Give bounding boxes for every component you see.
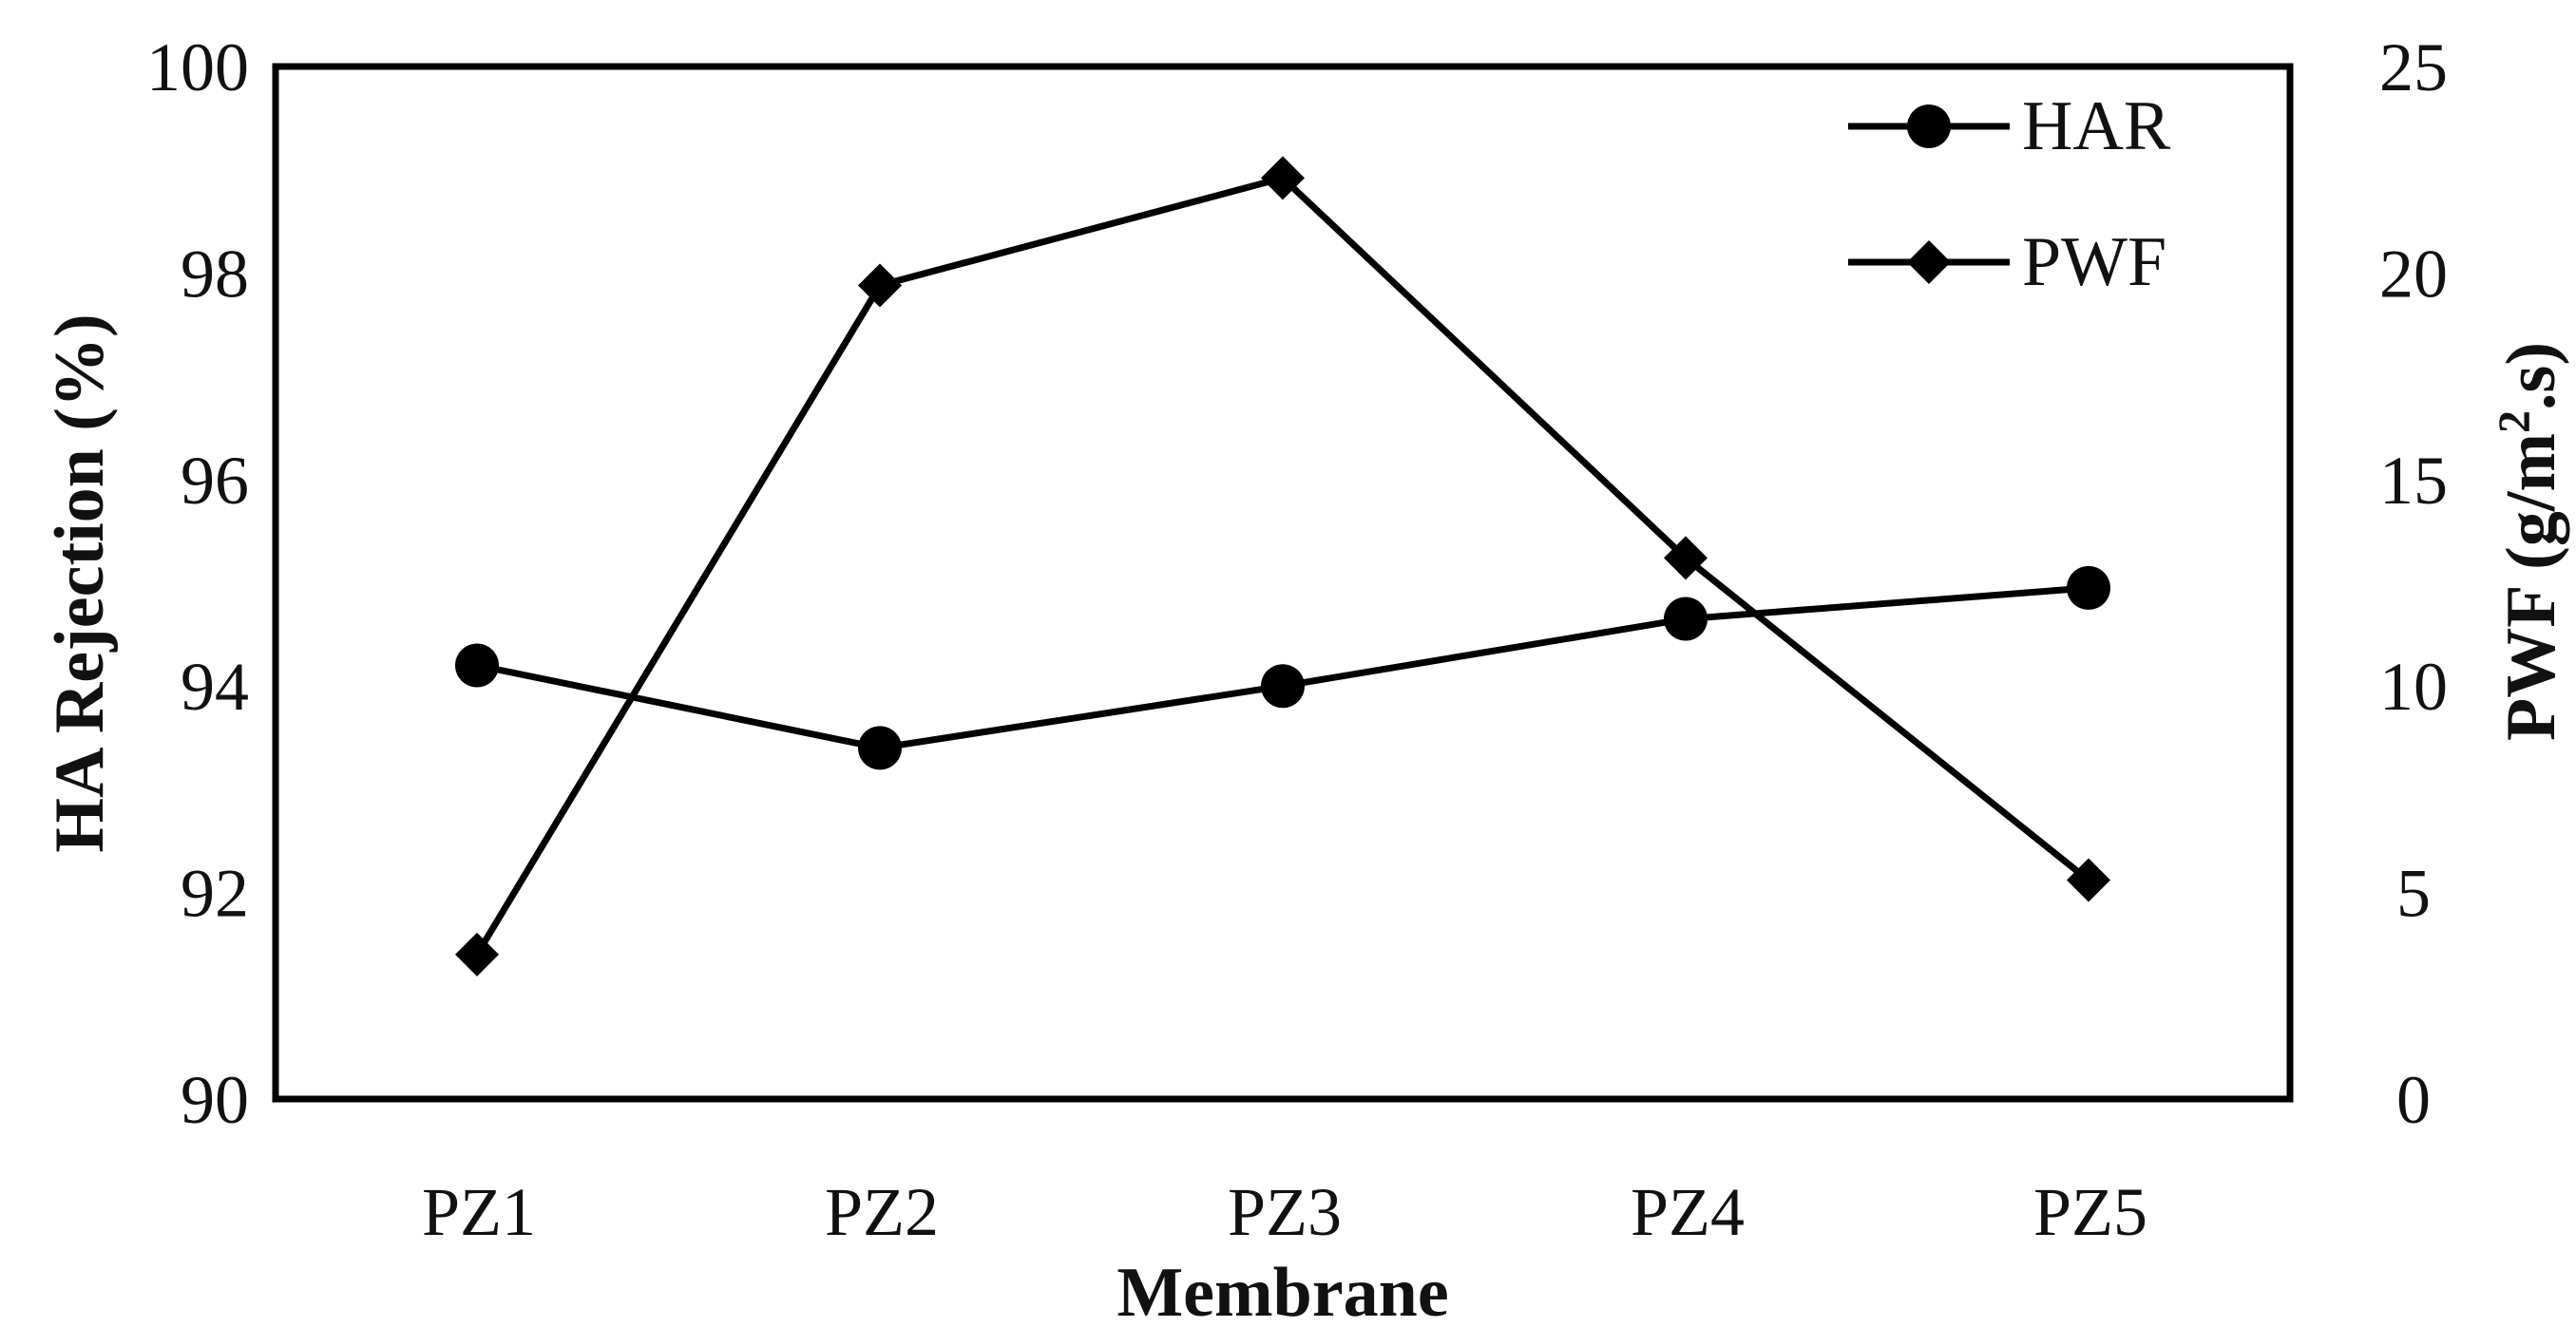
right-tick-label: 10 xyxy=(2379,649,2448,725)
right-axis-title-base: PWF (g/m xyxy=(2492,433,2570,741)
left-tick-label: 92 xyxy=(181,856,249,932)
x-axis-ticks: PZ1 PZ2 PZ3 PZ4 PZ5 xyxy=(422,1174,2147,1250)
right-tick-label: 15 xyxy=(2379,443,2448,519)
data-point-har-4 xyxy=(1664,597,1708,641)
data-point-pwf-3 xyxy=(1261,156,1305,200)
right-tick-label: 20 xyxy=(2379,236,2448,312)
legend-marker-pwf xyxy=(1907,240,1951,284)
data-point-pwf-4 xyxy=(1664,536,1708,580)
data-point-har-1 xyxy=(455,643,499,688)
legend: HAR PWF xyxy=(1848,87,2171,301)
left-tick-label: 98 xyxy=(181,236,249,312)
left-tick-label: 90 xyxy=(181,1062,249,1138)
right-tick-label: 0 xyxy=(2396,1062,2431,1138)
data-point-pwf-5 xyxy=(2067,858,2110,902)
legend-label-har: HAR xyxy=(2022,87,2171,165)
x-tick-label: PZ1 xyxy=(422,1174,536,1250)
data-point-har-5 xyxy=(2067,565,2110,610)
x-tick-label: PZ3 xyxy=(1228,1174,1342,1250)
left-axis-title: HA Rejection (%) xyxy=(41,313,119,852)
left-axis-ticks: 90 92 94 96 98 100 xyxy=(146,29,249,1138)
x-tick-label: PZ2 xyxy=(825,1174,939,1250)
right-axis-ticks: 0 5 10 15 20 25 xyxy=(2379,29,2448,1138)
left-tick-label: 100 xyxy=(146,29,249,105)
right-axis-title-tail: .s) xyxy=(2492,342,2570,410)
x-axis-title: Membrane xyxy=(1116,1254,1448,1327)
legend-item-pwf: PWF xyxy=(1848,223,2166,301)
plot-frame xyxy=(272,63,2294,1103)
right-tick-label: 25 xyxy=(2379,29,2448,105)
data-point-pwf-1 xyxy=(455,932,499,976)
data-point-pwf-2 xyxy=(858,263,902,308)
right-axis-title-sup: 2 xyxy=(2490,410,2540,433)
x-tick-label: PZ4 xyxy=(1631,1174,1745,1250)
legend-marker-har xyxy=(1907,104,1951,148)
right-axis-title: PWF (g/m2.s) xyxy=(2490,342,2570,741)
left-tick-label: 96 xyxy=(181,443,249,519)
series-line-pwf xyxy=(474,174,2091,957)
right-tick-label: 5 xyxy=(2396,856,2431,932)
left-tick-label: 94 xyxy=(181,649,249,725)
data-point-har-2 xyxy=(858,726,902,770)
legend-label-pwf: PWF xyxy=(2022,223,2166,301)
data-point-har-3 xyxy=(1261,664,1305,709)
series-layer xyxy=(455,156,2110,976)
x-tick-label: PZ5 xyxy=(2033,1174,2147,1250)
legend-item-har: HAR xyxy=(1848,87,2171,165)
